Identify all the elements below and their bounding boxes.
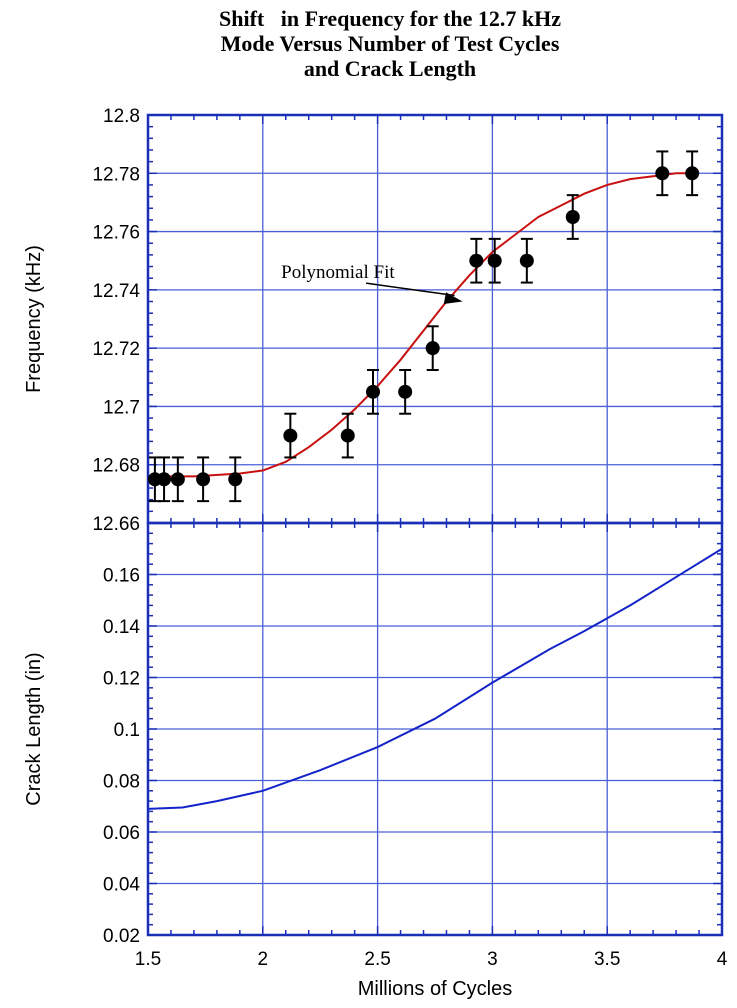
x-tick-label: 2 (258, 949, 269, 970)
x-tick-label: 3.5 (594, 949, 620, 970)
freq-y-tick-label: 12.76 (92, 223, 140, 244)
crack-y-axis-title: Crack Length (in) (23, 652, 45, 805)
x-tick-label: 4 (717, 949, 728, 970)
data-point (157, 472, 172, 487)
crack-y-tick-label: 0.14 (103, 617, 140, 638)
freq-y-tick-label: 12.8 (103, 106, 140, 127)
x-axis-title: Millions of Cycles (358, 978, 512, 1000)
crack-y-tick-label: 0.16 (103, 566, 140, 587)
data-point (469, 253, 484, 268)
annotation-arrow-head (443, 292, 463, 305)
freq-y-tick-label: 12.66 (92, 514, 140, 535)
freq-y-tick-label: 12.78 (92, 164, 140, 185)
chart-title: Shift in Frequency for the 12.7 kHz Mode… (60, 6, 720, 81)
data-point (487, 253, 502, 268)
data-point (425, 341, 440, 356)
freq-y-tick-label: 12.7 (103, 397, 140, 418)
freq-y-axis-title: Frequency (kHz) (23, 245, 45, 393)
title-line-2: Mode Versus Number of Test Cycles (220, 31, 560, 56)
title-line-1: Shift in Frequency for the 12.7 kHz (218, 6, 562, 31)
data-point (196, 472, 211, 487)
data-point (170, 472, 185, 487)
x-tick-label: 2.5 (364, 949, 390, 970)
freq-y-tick-label: 12.68 (92, 456, 140, 477)
title-line-3: and Crack Length (303, 56, 477, 81)
crack-y-tick-label: 0.12 (103, 669, 140, 690)
x-tick-label: 1.5 (135, 949, 161, 970)
freq-plot-frame (146, 113, 724, 525)
crack-y-tick-label: 0.06 (103, 823, 140, 844)
data-point (565, 210, 580, 224)
data-point (519, 253, 534, 268)
freq-y-tick-label: 12.74 (92, 281, 140, 302)
crack-y-tick-label: 0.08 (103, 772, 140, 793)
crack-y-tick-label: 0.02 (103, 926, 140, 947)
data-point (283, 428, 298, 443)
freq-y-tick-label: 12.72 (92, 339, 140, 360)
data-point (340, 428, 355, 443)
data-point (366, 384, 381, 399)
crack-length-line (147, 547, 723, 810)
data-point (228, 472, 243, 487)
data-point (655, 166, 670, 181)
crack-y-tick-label: 0.1 (114, 720, 140, 741)
polynomial-fit-line (159, 172, 700, 478)
data-point (685, 166, 700, 181)
crack-y-tick-label: 0.04 (103, 875, 140, 896)
data-point (398, 384, 413, 399)
annotation-arrow-shaft (366, 282, 455, 297)
crack-plot-frame (146, 521, 724, 937)
x-tick-label: 3 (487, 949, 498, 970)
annotation-polynomial-fit: Polynomial Fit (281, 262, 395, 283)
